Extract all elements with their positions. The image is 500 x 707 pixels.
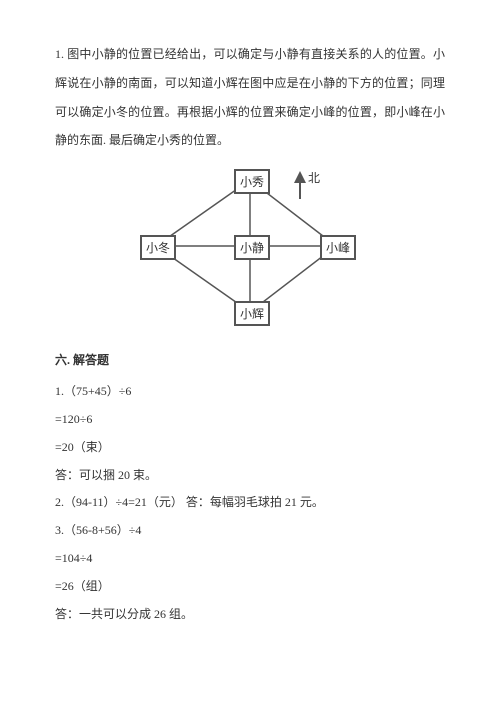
diagram-container: 小秀 小冬 小静 小峰 小辉 北 — [140, 169, 360, 329]
answer-line: =120÷6 — [55, 408, 445, 431]
answer-line: 答：一共可以分成 26 组。 — [55, 603, 445, 626]
node-xiaohui: 小辉 — [234, 301, 270, 326]
answer-line: =104÷4 — [55, 547, 445, 570]
answer-line: =26（组） — [55, 575, 445, 598]
answer-line: 1.（75+45）÷6 — [55, 380, 445, 403]
answer-line: 答：可以捆 20 束。 — [55, 464, 445, 487]
node-xiaojing: 小静 — [234, 235, 270, 260]
answer-line: 2.（94-11）÷4=21（元） 答：每幅羽毛球拍 21 元。 — [55, 491, 445, 514]
node-xiaoxiu: 小秀 — [234, 169, 270, 194]
answer-line: =20（束） — [55, 436, 445, 459]
section6-title: 六. 解答题 — [55, 351, 445, 368]
node-xiaofeng: 小峰 — [320, 235, 356, 260]
section6-body: 1.（75+45）÷6 =120÷6 =20（束） 答：可以捆 20 束。 2.（94-… — [55, 380, 445, 625]
north-label: 北 — [308, 169, 320, 186]
node-xiaodong: 小冬 — [140, 235, 176, 260]
problem1-text: 1. 图中小静的位置已经给出，可以确定与小静有直接关系的人的位置。小辉说在小静的… — [55, 40, 445, 155]
position-diagram: 小秀 小冬 小静 小峰 小辉 北 — [140, 169, 360, 329]
answer-line: 3.（56-8+56）÷4 — [55, 519, 445, 542]
